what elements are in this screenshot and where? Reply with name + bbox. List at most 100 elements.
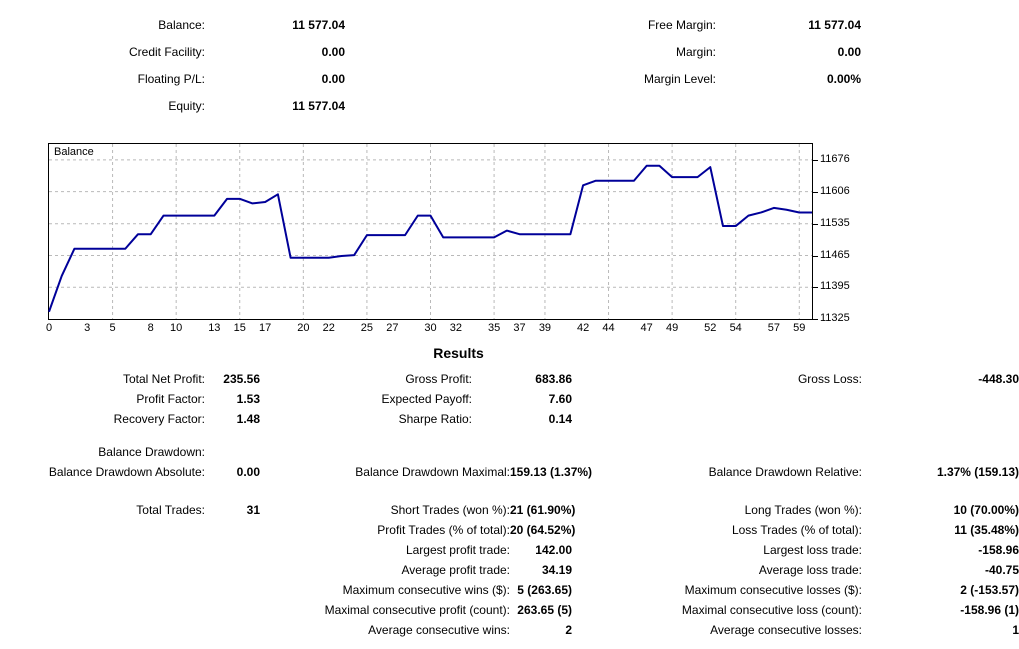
results-heading-text: Results xyxy=(433,345,484,361)
average-consecutive-losses-value: 1 xyxy=(1012,623,1019,637)
chart-x-tick: 42 xyxy=(576,322,590,334)
free-margin-label: Free Margin: xyxy=(647,18,716,32)
chart-x-tick: 8 xyxy=(147,322,154,334)
account-summary-block: Balance: 11 577.04 Free Margin: 11 577.0… xyxy=(0,12,1019,120)
results-row: Profit Factor: 1.53 Expected Payoff: 7.6… xyxy=(0,389,1019,409)
chart-x-tick: 20 xyxy=(297,322,310,334)
balance-drawdown-relative-label: Balance Drawdown Relative: xyxy=(708,465,862,479)
trades-row: Average consecutive wins: 2 Average cons… xyxy=(0,620,1019,640)
largest-profit-trade-value: 142.00 xyxy=(535,543,572,557)
chart-x-tick: 49 xyxy=(665,322,679,334)
chart-y-tick: 11606 xyxy=(820,184,850,197)
chart-x-tick: 0 xyxy=(45,322,53,334)
results-row: Total Net Profit: 235.56 Gross Profit: 6… xyxy=(0,369,1019,389)
chart-x-tick: 57 xyxy=(767,322,780,334)
balance-drawdown-absolute-label: Balance Drawdown Absolute: xyxy=(48,465,205,479)
trades-block: Total Trades: 31 Short Trades (won %): 2… xyxy=(0,500,1019,640)
average-loss-trade-value: -40.75 xyxy=(984,563,1019,577)
profit-factor-label: Profit Factor: xyxy=(136,392,205,406)
maximal-consecutive-profit-value: 263.65 (5) xyxy=(517,603,572,617)
chart-x-tick: 52 xyxy=(704,322,717,334)
balance-chart: Balance xyxy=(48,143,813,320)
total-net-profit-value: 235.56 xyxy=(223,372,260,386)
loss-trades-value: 11 (35.48%) xyxy=(954,523,1019,537)
balance-drawdown-label: Balance Drawdown: xyxy=(98,445,205,459)
credit-facility-label: Credit Facility: xyxy=(128,45,205,59)
chart-legend-label: Balance xyxy=(54,146,94,158)
drawdown-row: Balance Drawdown: xyxy=(0,442,1019,462)
trades-row: Largest profit trade: 142.00 Largest los… xyxy=(0,540,1019,560)
trades-row: Maximum consecutive wins ($): 5 (263.65)… xyxy=(0,580,1019,600)
balance-drawdown-relative-value: 1.37% (159.13) xyxy=(936,465,1019,479)
chart-x-tick: 5 xyxy=(109,322,116,334)
chart-x-tick: 32 xyxy=(449,322,463,334)
chart-x-tick: 35 xyxy=(487,322,501,334)
chart-y-tick-mark xyxy=(813,287,818,289)
chart-x-tick: 47 xyxy=(640,322,653,334)
average-consecutive-wins-label: Average consecutive wins: xyxy=(368,623,510,637)
chart-x-tick: 13 xyxy=(208,322,221,334)
balance-value: 11 577.04 xyxy=(292,18,345,32)
expected-payoff-value: 7.60 xyxy=(548,392,572,406)
chart-x-axis: 0 3 5 8 10 13 15 17 20 22 25 27 30 32 35 37 39 42 44 47 49 52… xyxy=(45,321,814,337)
average-consecutive-losses-label: Average consecutive losses: xyxy=(710,623,862,637)
average-loss-trade-label: Average loss trade: xyxy=(758,563,862,577)
trades-row: Profit Trades (% of total): 20 (64.52%) … xyxy=(0,520,1019,540)
chart-x-tick: 54 xyxy=(729,322,742,334)
chart-y-tick-mark xyxy=(813,255,818,257)
gross-loss-value: -448.30 xyxy=(978,372,1019,386)
max-consecutive-wins-label: Maximum consecutive wins ($): xyxy=(342,583,510,597)
chart-y-tick: 11535 xyxy=(820,216,850,229)
recovery-factor-label: Recovery Factor: xyxy=(113,412,205,426)
results-heading: Results xyxy=(0,345,1019,361)
maximal-consecutive-loss-value: -158.96 (1) xyxy=(960,603,1019,617)
chart-x-tick: 10 xyxy=(170,322,183,334)
chart-y-tick-mark xyxy=(813,223,818,225)
balance-drawdown-maximal-label: Balance Drawdown Maximal: xyxy=(355,465,510,479)
account-summary-row: Equity: 11 577.04 xyxy=(0,93,1019,120)
trades-row: Total Trades: 31 Short Trades (won %): 2… xyxy=(0,500,1019,520)
total-net-profit-label: Total Net Profit: xyxy=(122,372,205,386)
chart-y-axis: 11676 11606 11535 11465 11395 11325 xyxy=(813,143,890,324)
margin-value: 0.00 xyxy=(837,45,861,59)
largest-loss-trade-label: Largest loss trade: xyxy=(763,543,862,557)
total-trades-label: Total Trades: xyxy=(136,503,205,517)
free-margin-value: 11 577.04 xyxy=(808,18,861,32)
gross-profit-label: Gross Profit: xyxy=(405,372,472,386)
margin-level-label: Margin Level: xyxy=(643,72,716,86)
chart-x-tick: 27 xyxy=(386,322,399,334)
long-trades-value: 10 (70.00%) xyxy=(953,503,1019,517)
sharpe-ratio-label: Sharpe Ratio: xyxy=(398,412,472,426)
chart-x-tick: 17 xyxy=(259,322,272,334)
average-profit-trade-label: Average profit trade: xyxy=(401,563,510,577)
chart-y-tick-mark xyxy=(813,319,818,320)
balance-label: Balance: xyxy=(158,18,205,32)
chart-x-tick: 44 xyxy=(602,322,615,334)
balance-drawdown-absolute-value: 0.00 xyxy=(236,465,260,479)
chart-x-tick: 39 xyxy=(538,322,552,334)
max-consecutive-wins-value: 5 (263.65) xyxy=(517,583,572,597)
recovery-factor-value: 1.48 xyxy=(236,412,260,426)
chart-y-tick-mark xyxy=(813,159,818,161)
chart-x-tick: 30 xyxy=(424,322,437,334)
gross-profit-value: 683.86 xyxy=(535,372,572,386)
gross-loss-label: Gross Loss: xyxy=(797,372,862,386)
results-row: Recovery Factor: 1.48 Sharpe Ratio: 0.14 xyxy=(0,409,1019,429)
sharpe-ratio-value: 0.14 xyxy=(548,412,572,426)
short-trades-value: 21 (61.90%) xyxy=(510,503,576,517)
chart-y-tick-mark xyxy=(813,191,818,193)
largest-loss-trade-value: -158.96 xyxy=(978,543,1019,557)
profit-trades-value: 20 (64.52%) xyxy=(510,523,576,537)
chart-y-tick: 11325 xyxy=(820,312,850,324)
margin-level-value: 0.00% xyxy=(826,72,861,86)
profit-trades-label: Profit Trades (% of total): xyxy=(377,523,510,537)
chart-x-tick: 59 xyxy=(793,322,806,334)
chart-x-tick: 3 xyxy=(84,322,91,334)
equity-value: 11 577.04 xyxy=(292,99,345,113)
maximal-consecutive-profit-label: Maximal consecutive profit (count): xyxy=(324,603,510,617)
chart-x-tick: 22 xyxy=(322,322,335,334)
short-trades-label: Short Trades (won %): xyxy=(390,503,510,517)
average-consecutive-wins-value: 2 xyxy=(565,623,572,637)
loss-trades-label: Loss Trades (% of total): xyxy=(731,523,862,537)
floating-pl-label: Floating P/L: xyxy=(137,72,205,86)
